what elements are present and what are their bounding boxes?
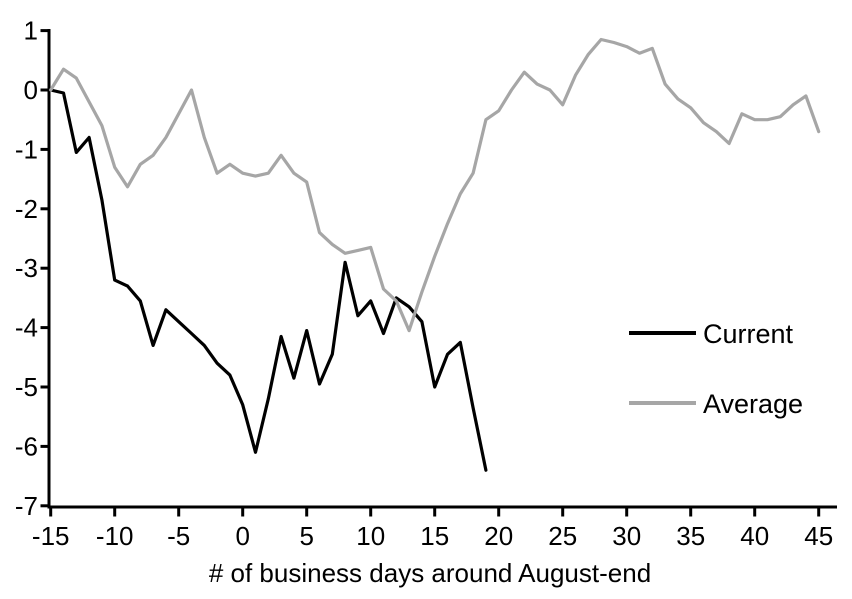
y-tick-label: -4 bbox=[15, 313, 38, 343]
y-tick-label: -2 bbox=[15, 194, 38, 224]
x-tick-label: -15 bbox=[32, 521, 70, 551]
y-axis-tick-labels: 1 0 -1 -2 -3 -4 -5 -6 -7 bbox=[15, 16, 38, 521]
legend-label-average: Average bbox=[703, 389, 803, 419]
x-tick-label: -5 bbox=[167, 521, 190, 551]
y-tick-label: -7 bbox=[15, 491, 38, 521]
x-tick-label: 10 bbox=[356, 521, 385, 551]
x-tick-label: 30 bbox=[612, 521, 641, 551]
y-tick-label: -1 bbox=[15, 134, 38, 164]
y-tick-label: 0 bbox=[24, 75, 38, 105]
y-tick-label: 1 bbox=[24, 16, 38, 46]
y-tick-label: -6 bbox=[15, 431, 38, 461]
legend-label-current: Current bbox=[703, 319, 794, 349]
y-tick-label: -5 bbox=[15, 372, 38, 402]
x-tick-label: 20 bbox=[484, 521, 513, 551]
y-axis-ticks bbox=[40, 29, 49, 508]
x-axis-title: # of business days around August-end bbox=[209, 558, 651, 588]
x-tick-label: 35 bbox=[676, 521, 705, 551]
series-lines bbox=[49, 37, 821, 472]
average-series-line bbox=[49, 37, 821, 333]
x-tick-label: 15 bbox=[420, 521, 449, 551]
x-tick-label: -10 bbox=[96, 521, 134, 551]
current-series-line bbox=[49, 88, 488, 472]
x-tick-label: 0 bbox=[235, 521, 249, 551]
x-tick-label: 5 bbox=[299, 521, 313, 551]
legend: Current Average bbox=[629, 319, 803, 419]
x-tick-label: 40 bbox=[740, 521, 769, 551]
x-tick-label: 45 bbox=[804, 521, 833, 551]
x-axis-tick-labels: -15 -10 -5 0 5 10 15 20 25 30 35 40 45 bbox=[32, 521, 833, 551]
x-tick-label: 25 bbox=[548, 521, 577, 551]
x-axis-ticks bbox=[49, 507, 821, 517]
y-tick-label: -3 bbox=[15, 253, 38, 283]
